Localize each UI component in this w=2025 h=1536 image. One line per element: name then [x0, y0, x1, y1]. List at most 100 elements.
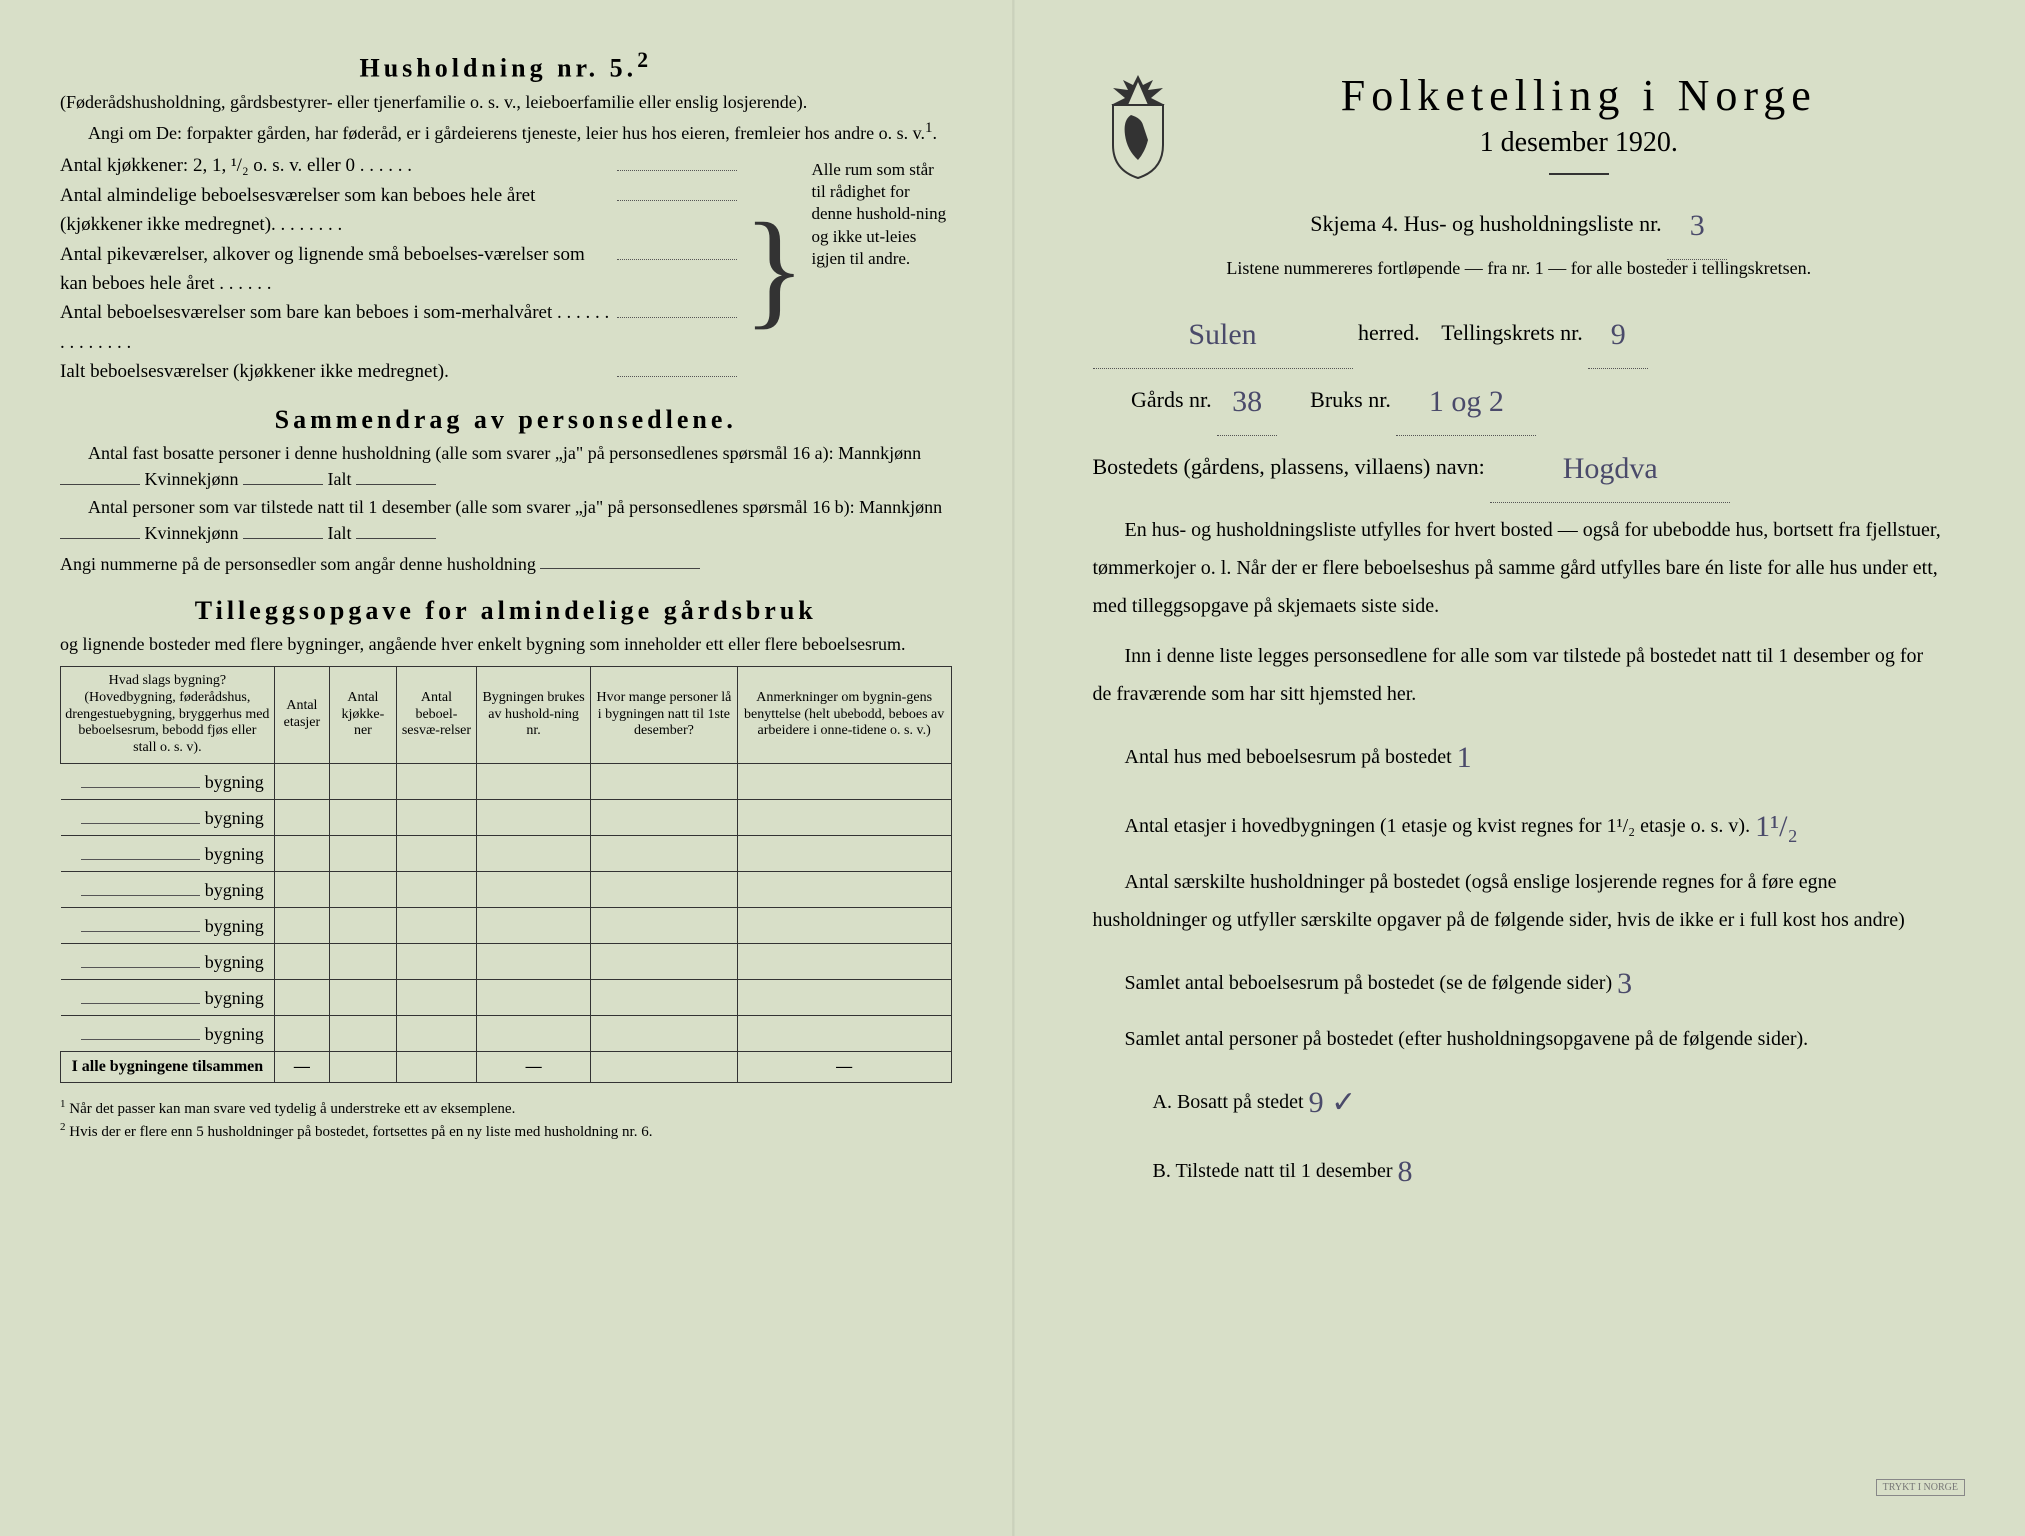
gards-value: 38 — [1217, 369, 1277, 436]
th-4: Bygningen brukes av hushold-ning nr. — [477, 666, 591, 763]
table-cell — [477, 871, 591, 907]
table-cell — [737, 943, 951, 979]
table-row: bygning — [61, 835, 952, 871]
row-label: bygning — [61, 1015, 275, 1051]
blank — [356, 519, 436, 539]
table-cell — [274, 1015, 329, 1051]
table-cell — [396, 1015, 476, 1051]
blank — [617, 241, 737, 260]
q4: Samlet antal beboelsesrum på bostedet (s… — [1093, 951, 1946, 1008]
table-row: bygning — [61, 763, 952, 799]
herred-value: Sulen — [1093, 302, 1353, 369]
husholdning-heading: Husholdning nr. 5.2 — [60, 48, 952, 84]
footnote-2-text: Hvis der er flere enn 5 husholdninger på… — [69, 1124, 652, 1140]
listene-note: Listene nummereres fortløpende — fra nr.… — [1093, 256, 1946, 280]
skjema-label: Skjema 4. Hus- og husholdningsliste nr. — [1310, 211, 1661, 236]
table-cell — [396, 799, 476, 835]
table-cell — [396, 979, 476, 1015]
row-label: bygning — [61, 799, 275, 835]
q1-value: 1 — [1457, 741, 1472, 774]
q4-label: Samlet antal beboelsesrum på bostedet (s… — [1125, 972, 1613, 994]
bygning-table: Hvad slags bygning? (Hovedbygning, føder… — [60, 666, 952, 1083]
table-cell — [274, 871, 329, 907]
table-cell — [591, 907, 738, 943]
table-cell — [477, 1015, 591, 1051]
sum-cell — [591, 1051, 738, 1082]
table-cell — [396, 907, 476, 943]
intro-2-sup: 1 — [925, 120, 933, 136]
summary-3: Angi nummerne på de personsedler som ang… — [60, 550, 952, 576]
row-label: bygning — [61, 763, 275, 799]
table-row: bygning — [61, 943, 952, 979]
table-cell — [477, 907, 591, 943]
table-cell — [591, 763, 738, 799]
th-1: Antal etasjer — [274, 666, 329, 763]
title-divider — [1549, 173, 1609, 175]
summary-2c: Ialt — [328, 523, 352, 543]
footnote-1: 1 Når det passer kan man svare ved tydel… — [60, 1097, 952, 1120]
rooms-total: Ialt beboelsesværelser (kjøkkener ikke m… — [60, 357, 611, 386]
table-cell — [274, 763, 329, 799]
gards-label: Gårds nr. — [1131, 387, 1212, 412]
q3-label: Antal særskilte husholdninger på bostede… — [1093, 871, 1905, 931]
qB-value: 8 — [1398, 1155, 1413, 1188]
skjema-nr: 3 — [1667, 193, 1727, 260]
table-cell — [396, 871, 476, 907]
th-2: Antal kjøkke-ner — [330, 666, 397, 763]
th-5: Hvor mange personer lå i bygningen natt … — [591, 666, 738, 763]
para-2: Inn i denne liste legges personsedlene f… — [1093, 637, 1946, 713]
row-label: bygning — [61, 907, 275, 943]
table-cell — [737, 835, 951, 871]
table-cell — [737, 979, 951, 1015]
table-cell — [330, 979, 397, 1015]
table-cell — [591, 799, 738, 835]
table-header-row: Hvad slags bygning? (Hovedbygning, føder… — [61, 666, 952, 763]
table-cell — [274, 907, 329, 943]
tillegg-sub: og lignende bosteder med flere bygninger… — [60, 632, 952, 656]
table-cell — [477, 979, 591, 1015]
krets-label: Tellingskrets nr. — [1441, 320, 1582, 345]
sum-label: I alle bygningene tilsammen — [61, 1051, 275, 1082]
q1: Antal hus med beboelsesrum på bostedet 1 — [1093, 725, 1946, 782]
sum-dash: — — [737, 1051, 951, 1082]
rooms2: Antal pikeværelser, alkover og lignende … — [60, 240, 611, 299]
th-0: Hvad slags bygning? (Hovedbygning, føder… — [61, 666, 275, 763]
left-page: Husholdning nr. 5.2 (Føderådshusholdning… — [0, 0, 1013, 1536]
blank — [540, 550, 700, 570]
table-row: bygning — [61, 1015, 952, 1051]
summary-1b: Kvinnekjønn — [145, 469, 239, 489]
blank — [243, 465, 323, 485]
para-1: En hus- og husholdningsliste utfylles fo… — [1093, 511, 1946, 625]
summary-heading: Sammendrag av personsedlene. — [60, 405, 952, 435]
summary-1a: Antal fast bosatte personer i denne hush… — [88, 443, 921, 463]
table-row: bygning — [61, 799, 952, 835]
q2-value: 1¹/₂ — [1755, 810, 1798, 843]
table-row: bygning — [61, 979, 952, 1015]
qB: B. Tilstede natt til 1 desember 8 — [1093, 1139, 1946, 1196]
q3: Antal særskilte husholdninger på bostede… — [1093, 863, 1946, 939]
blank — [356, 465, 436, 485]
table-cell — [330, 907, 397, 943]
table-cell — [330, 943, 397, 979]
blank — [617, 299, 737, 318]
footnotes: 1 Når det passer kan man svare ved tydel… — [60, 1097, 952, 1143]
table-cell — [591, 943, 738, 979]
sum-cell — [330, 1051, 397, 1082]
table-cell — [591, 1015, 738, 1051]
qA: A. Bosatt på stedet 9 ✓ — [1093, 1070, 1946, 1127]
summary-3-text: Angi nummerne på de personsedler som ang… — [60, 553, 536, 573]
table-cell — [274, 835, 329, 871]
kitchens-label: Antal kjøkkener: 2, 1, ¹/₂ o. s. v. elle… — [60, 151, 611, 180]
th-3: Antal beboel-sesvæ-relser — [396, 666, 476, 763]
table-cell — [737, 907, 951, 943]
table-row: bygning — [61, 871, 952, 907]
q5: Samlet antal personer på bostedet (efter… — [1093, 1020, 1946, 1058]
table-cell — [330, 799, 397, 835]
sum-dash: — — [274, 1051, 329, 1082]
sum-dash: — — [477, 1051, 591, 1082]
qA-label: A. Bosatt på stedet — [1153, 1091, 1304, 1113]
qB-label: B. Tilstede natt til 1 desember — [1153, 1160, 1393, 1182]
rooms-block: Antal kjøkkener: 2, 1, ¹/₂ o. s. v. elle… — [60, 151, 952, 387]
q1-label: Antal hus med beboelsesrum på bostedet — [1125, 746, 1452, 768]
herred-label: herred. — [1358, 320, 1420, 345]
